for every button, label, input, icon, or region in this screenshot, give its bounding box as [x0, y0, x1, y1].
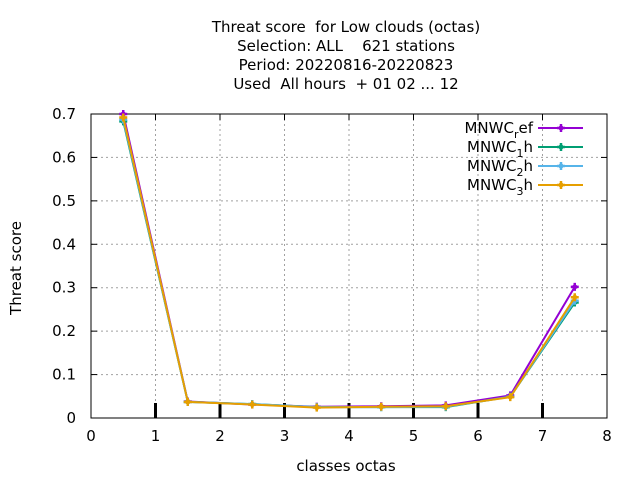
x-tick-label: 8: [602, 427, 612, 445]
x-tick-label: 0: [86, 427, 96, 445]
x-tick-label: 2: [215, 427, 225, 445]
series-group: [119, 110, 579, 412]
y-tick-label: 0.3: [52, 279, 76, 297]
legend-label: MNWC3h: [467, 176, 533, 198]
title-line-3: Period: 20220816-20220823: [238, 56, 454, 74]
point-marker: [120, 114, 126, 120]
grid: [91, 114, 607, 418]
y-tick-label: 0.4: [52, 235, 76, 253]
x-tick-label: 7: [538, 427, 548, 445]
series-mnwc-3h: [119, 113, 579, 412]
title-line-4: Used All hours + 01 02 ... 12: [233, 75, 459, 93]
x-tick-label: 1: [151, 427, 161, 445]
point-marker: [572, 294, 578, 300]
x-tick-label: 4: [344, 427, 354, 445]
legend-label: MNWC1h: [467, 138, 533, 160]
y-tick-label: 0.7: [52, 105, 76, 123]
x-axis-label: classes octas: [296, 457, 396, 475]
y-tick-label: 0.2: [52, 322, 76, 340]
point-marker: [443, 403, 449, 409]
point-marker: [249, 402, 255, 408]
y-tick-label: 0.5: [52, 192, 76, 210]
point-marker: [572, 284, 578, 290]
point-marker: [185, 399, 191, 405]
legend-label: MNWCref: [464, 119, 533, 141]
y-axis-label: Threat score: [7, 221, 25, 316]
point-marker: [507, 394, 513, 400]
title-line-2: Selection: ALL 621 stations: [237, 37, 455, 55]
x-tick-label: 5: [409, 427, 419, 445]
legend-label: MNWC2h: [467, 157, 533, 179]
title-line-1: Threat score for Low clouds (octas): [211, 18, 481, 36]
x-tick-label: 3: [280, 427, 290, 445]
series-line: [122, 117, 576, 409]
y-tick-label: 0.6: [52, 148, 76, 166]
y-tick-label: 0: [66, 409, 76, 427]
axis-ticks: 0 1 2 3 4 5 6 7 8 0 0.1 0.2 0.3 0.4 0.5 0.6 0.7: [52, 105, 612, 445]
point-marker: [558, 182, 564, 188]
point-marker: [378, 404, 384, 410]
point-marker: [558, 144, 564, 150]
y-tick-label: 0.1: [52, 366, 76, 384]
x-tick-label: 6: [473, 427, 483, 445]
point-marker: [314, 405, 320, 411]
point-marker: [558, 163, 564, 169]
point-marker: [558, 125, 564, 131]
